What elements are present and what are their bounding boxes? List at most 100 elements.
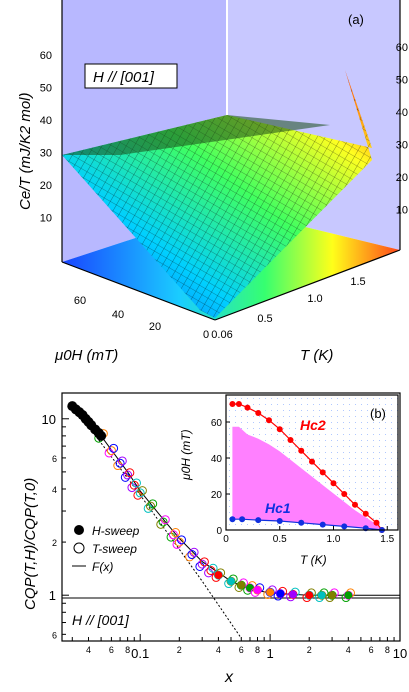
inset-dot [295, 524, 296, 525]
hc2-point [298, 447, 305, 454]
inset-dot [229, 452, 230, 453]
inset-dot [313, 428, 314, 429]
inset-dot [331, 428, 332, 429]
inset-dot [343, 416, 344, 417]
t-sweep-point [115, 458, 125, 468]
y-tick-label: 1 [49, 588, 56, 603]
inset-dot [337, 470, 338, 471]
inset-dot [229, 410, 230, 411]
inset-dot [355, 446, 356, 447]
inset-dot [283, 404, 284, 405]
inset-dot [295, 410, 296, 411]
inset-dot [361, 452, 362, 453]
inset-dot [367, 458, 368, 459]
inset-dot [229, 428, 230, 429]
inset-dot [277, 422, 278, 423]
inset-dot [313, 470, 314, 471]
inset-dot [265, 410, 266, 411]
hc2-point [330, 480, 337, 487]
inset-dot [385, 464, 386, 465]
inset-dot [349, 470, 350, 471]
inset-dot [379, 422, 380, 423]
inset-dot [331, 410, 332, 411]
inset-dot [259, 524, 260, 525]
inset-dot [319, 470, 320, 471]
inset-dot [319, 476, 320, 477]
inset-dot [361, 488, 362, 489]
z-tick-label: 50 [40, 83, 52, 95]
inset-dot [253, 422, 254, 423]
x-minor-label: 8 [125, 645, 130, 655]
inset-dot [361, 422, 362, 423]
hc2-point [235, 401, 242, 407]
inset-dot [337, 446, 338, 447]
inset-dot [391, 524, 392, 525]
inset-dot [385, 404, 386, 405]
inset-dot [361, 482, 362, 483]
inset-dot [337, 452, 338, 453]
inset-dot [271, 524, 272, 525]
inset-dot [331, 470, 332, 471]
t-ticks: 0.06 0.5 1.0 1.5 [211, 276, 365, 341]
inset-dot [379, 398, 380, 399]
inset-dot [301, 398, 302, 399]
inset-dot [325, 440, 326, 441]
inset-dot [331, 476, 332, 477]
y-minor-label: 2 [52, 538, 57, 548]
t-sweep-point [129, 480, 139, 490]
inset-dot [361, 398, 362, 399]
t-sweep-point-filled [288, 590, 297, 599]
inset-dot [301, 416, 302, 417]
hc2-point [287, 437, 294, 443]
inset-dot [253, 398, 254, 399]
inset-dot [355, 404, 356, 405]
inset-dot [379, 506, 380, 507]
x-minor-label: 4 [216, 645, 221, 655]
inset-dot [349, 476, 350, 477]
inset-dot [379, 404, 380, 405]
inset-dot [349, 494, 350, 495]
inset-y-tick-label: 60 [211, 418, 223, 429]
inset-dot [349, 434, 350, 435]
inset-dot [319, 416, 320, 417]
inset-dot [295, 404, 296, 405]
inset-dot [229, 434, 230, 435]
inset-dot [289, 524, 290, 525]
t-sweep-point [156, 519, 166, 529]
inset-dot [343, 482, 344, 483]
inset-dot [337, 416, 338, 417]
inset-dot [391, 464, 392, 465]
x-minor-label: 2 [307, 645, 312, 655]
inset-dot [331, 404, 332, 405]
t-sweep-point-filled [227, 577, 235, 586]
inset-dot [331, 434, 332, 435]
inset-dot [355, 434, 356, 435]
inset-dot [289, 428, 290, 429]
inset-dot [385, 518, 386, 519]
inset-dot [343, 404, 344, 405]
inset-dot [271, 434, 272, 435]
inset-dot [391, 446, 392, 447]
inset-dot [361, 434, 362, 435]
inset-dot [331, 458, 332, 459]
inset-dot [277, 398, 278, 399]
inset-dot [283, 428, 284, 429]
inset-dot [295, 458, 296, 459]
inset-dot [367, 422, 368, 423]
z-tick-label-right: 10 [396, 205, 408, 217]
t-sweep-point [177, 535, 187, 545]
inset-dot [385, 482, 386, 483]
inset-dot [355, 458, 356, 459]
inset-dot [385, 458, 386, 459]
inset-dot [313, 446, 314, 447]
inset-dot [373, 446, 374, 447]
t-sweep-point [120, 472, 130, 482]
inset-dot [355, 476, 356, 477]
inset-dot [229, 476, 230, 477]
mixed-state-region [232, 426, 382, 530]
inset-dot [313, 476, 314, 477]
inset-dot [247, 524, 248, 525]
inset-dot [271, 398, 272, 399]
inset-dot [361, 494, 362, 495]
t-sweep-point [166, 532, 176, 542]
